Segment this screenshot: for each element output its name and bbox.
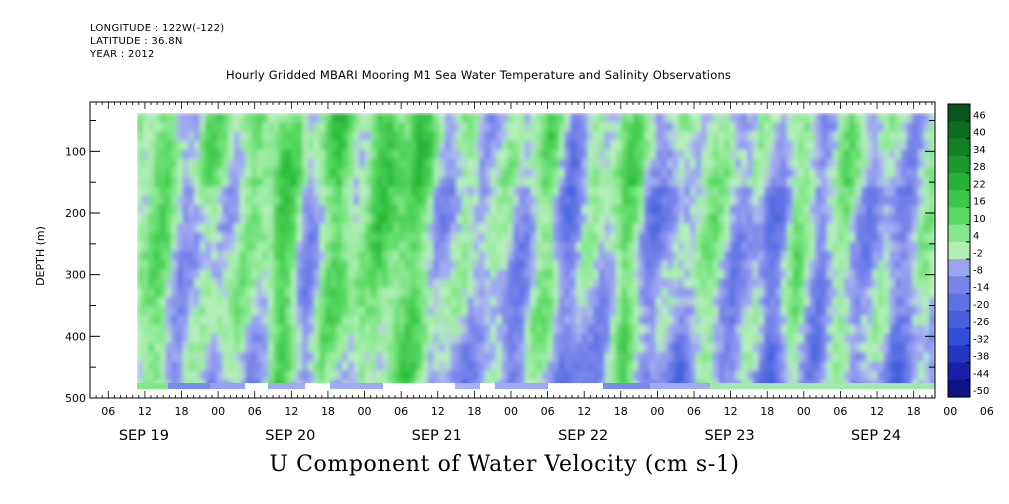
colorbar-label: -14 (973, 283, 989, 294)
x-tick-label: 18 (321, 405, 335, 418)
colorbar-swatch (948, 328, 970, 346)
metadata-block: LONGITUDE : 122W(-122) LATITUDE : 36.8N … (90, 22, 225, 61)
colorbar-label: -38 (973, 352, 989, 363)
colorbar-label: 40 (973, 128, 986, 139)
colorbar-swatch (948, 172, 970, 191)
colorbar-swatch (948, 259, 970, 277)
colorbar-label: 16 (973, 197, 986, 208)
x-tick-label: 18 (467, 405, 481, 418)
colorbar-swatch (948, 241, 970, 260)
colorbar-label: 4 (973, 231, 979, 242)
colorbar-label: -32 (973, 334, 989, 345)
x-day-label: SEP 21 (412, 428, 462, 444)
x-tick-label: 12 (724, 405, 738, 418)
x-tick-label: 00 (943, 405, 957, 418)
x-tick-label: 06 (687, 405, 701, 418)
longitude-label: LONGITUDE : 122W(-122) (90, 23, 225, 34)
heatmap-field (137, 113, 935, 389)
colorbar-swatch (948, 155, 970, 174)
colorbar-swatch (948, 379, 970, 398)
x-tick-label: 18 (614, 405, 628, 418)
y-tick-label: 100 (65, 145, 86, 158)
x-tick-label: 12 (431, 405, 445, 418)
colorbar-swatch (948, 190, 970, 209)
x-tick-label: 06 (394, 405, 408, 418)
x-day-label: SEP 23 (705, 428, 755, 444)
colorbar-label: 10 (973, 214, 986, 225)
colorbar-swatch (948, 276, 970, 295)
x-tick-label: 12 (870, 405, 884, 418)
x-tick-label: 06 (833, 405, 847, 418)
colorbar-swatch (948, 138, 970, 157)
colorbar-label: -26 (973, 317, 989, 328)
colorbar-swatch (948, 121, 970, 140)
x-day-label: SEP 22 (558, 428, 608, 444)
missing-data-mask (91, 103, 935, 397)
x-day-label: SEP 19 (119, 428, 169, 444)
colorbar-label: 28 (973, 162, 986, 173)
colorbar-label: -2 (973, 248, 983, 259)
colorbar-swatch (948, 362, 970, 381)
colorbar-label: -20 (973, 300, 989, 311)
x-tick-label: 12 (577, 405, 591, 418)
colorbar-swatch (948, 207, 970, 226)
colorbar: 46 40 34 28 22 16 10 4 -2 -8 -14 -20 -26 -32 -38 -44 -50 (947, 103, 989, 398)
chart-title: Hourly Gridded MBARI Mooring M1 Sea Wate… (226, 68, 732, 82)
x-tick-label: 18 (760, 405, 774, 418)
colorbar-swatch (948, 224, 970, 243)
variable-title: U Component of Water Velocity (cm s-1) (269, 452, 740, 477)
y-axis-label: DEPTH (m) (34, 226, 47, 286)
x-tick-label: 00 (797, 405, 811, 418)
y-tick-label: 400 (65, 330, 86, 343)
colorbar-label: 46 (973, 110, 986, 121)
x-day-label: SEP 24 (851, 428, 901, 444)
colorbar-swatch (948, 293, 970, 312)
latitude-label: LATITUDE : 36.8N (90, 36, 183, 47)
colorbar-label: -44 (973, 369, 989, 380)
x-tick-label: 00 (358, 405, 372, 418)
colorbar-label: -8 (973, 266, 983, 277)
x-tick-label: 00 (650, 405, 664, 418)
colorbar-label: 34 (973, 145, 986, 156)
x-tick-label: 06 (101, 405, 115, 418)
x-tick-label: 12 (284, 405, 298, 418)
y-tick-label: 200 (65, 207, 86, 220)
year-label: YEAR : 2012 (90, 49, 155, 60)
colorbar-swatch (948, 104, 970, 122)
x-tick-label: 06 (541, 405, 555, 418)
x-tick-label: 18 (907, 405, 921, 418)
x-tick-label: 06 (248, 405, 262, 418)
x-tick-label: 06 (980, 405, 994, 418)
y-tick-label: 300 (65, 269, 86, 282)
x-tick-label: 00 (211, 405, 225, 418)
x-tick-label: 12 (138, 405, 152, 418)
colorbar-label: -50 (973, 386, 989, 397)
x-tick-label: 18 (175, 405, 189, 418)
x-tick-label: 00 (504, 405, 518, 418)
plot-frame (89, 101, 936, 399)
y-tick-label: 500 (65, 392, 86, 405)
colorbar-label: 22 (973, 179, 986, 190)
colorbar-swatch (948, 345, 970, 364)
colorbar-swatch (948, 310, 970, 329)
x-day-label: SEP 20 (265, 428, 315, 444)
